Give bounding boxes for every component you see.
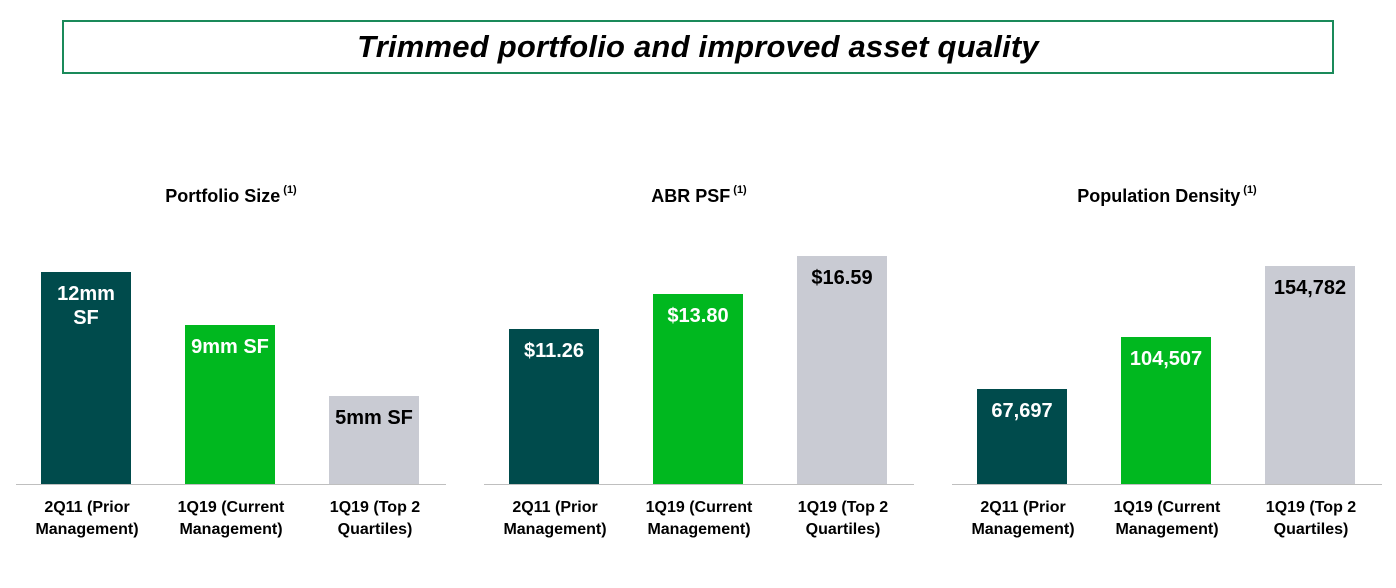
bar-prior-management: $11.26 xyxy=(509,329,599,484)
chart-title-text: Portfolio Size xyxy=(165,186,281,206)
chart-portfolio-size: Portfolio Size (1) 2Q11 (Prior Management… xyxy=(16,180,446,580)
bar-current-management: 9mm SF xyxy=(185,325,275,484)
data-label: 9mm SF xyxy=(191,336,269,358)
bar-top-2-quartiles: $16.59 xyxy=(797,256,887,484)
category-label: 1Q19 (Top 2 Quartiles) xyxy=(797,499,889,538)
data-label: 104,507 xyxy=(1129,348,1203,370)
chart-baseline xyxy=(484,484,914,485)
data-label: $11.26 xyxy=(523,340,585,362)
data-label: 67,697 xyxy=(991,400,1053,422)
chart-footnote: (1) xyxy=(733,184,747,196)
page-title-box: Trimmed portfolio and improved asset qua… xyxy=(62,20,1334,74)
chart-title-text: Population Density xyxy=(1077,186,1241,206)
chart-title-text: ABR PSF xyxy=(651,186,731,206)
bar-prior-management: 12mm SF xyxy=(41,272,131,484)
bar-current-management: $13.80 xyxy=(653,294,743,484)
chart-footnote: (1) xyxy=(1243,184,1257,196)
page-title: Trimmed portfolio and improved asset qua… xyxy=(357,29,1039,64)
data-label: 5mm SF xyxy=(335,407,413,429)
chart-baseline xyxy=(16,484,446,485)
bar-prior-management: 67,697 xyxy=(977,389,1067,484)
data-label: 154,782 xyxy=(1273,277,1347,299)
category-label: 1Q19 (Current Management) xyxy=(645,499,753,538)
category-label: 1Q19 (Top 2 Quartiles) xyxy=(1265,499,1357,538)
chart-title: ABR PSF (1) xyxy=(484,184,914,207)
bar-top-2-quartiles: 5mm SF xyxy=(329,396,419,484)
data-label: $16.59 xyxy=(811,267,873,289)
bar-top-2-quartiles: 154,782 xyxy=(1265,266,1355,484)
category-label: 2Q11 (Prior Management) xyxy=(35,499,139,538)
category-label: 1Q19 (Top 2 Quartiles) xyxy=(329,499,421,538)
chart-footnote: (1) xyxy=(283,184,297,196)
chart-title: Population Density (1) xyxy=(952,184,1382,207)
chart-baseline xyxy=(952,484,1382,485)
chart-abr-psf: ABR PSF (1) 2Q11 (Prior Management) 1Q19 … xyxy=(484,180,914,580)
category-label: 1Q19 (Current Management) xyxy=(1113,499,1221,538)
data-label: $13.80 xyxy=(667,305,729,327)
category-label: 2Q11 (Prior Management) xyxy=(971,499,1075,538)
chart-title: Portfolio Size (1) xyxy=(16,184,446,207)
category-label: 2Q11 (Prior Management) xyxy=(503,499,607,538)
data-label: 12mm SF xyxy=(57,283,115,329)
bar-current-management: 104,507 xyxy=(1121,337,1211,484)
chart-population-density: Population Density (1) 2Q11 (Prior Manage… xyxy=(952,180,1382,580)
category-label: 1Q19 (Current Management) xyxy=(177,499,285,538)
